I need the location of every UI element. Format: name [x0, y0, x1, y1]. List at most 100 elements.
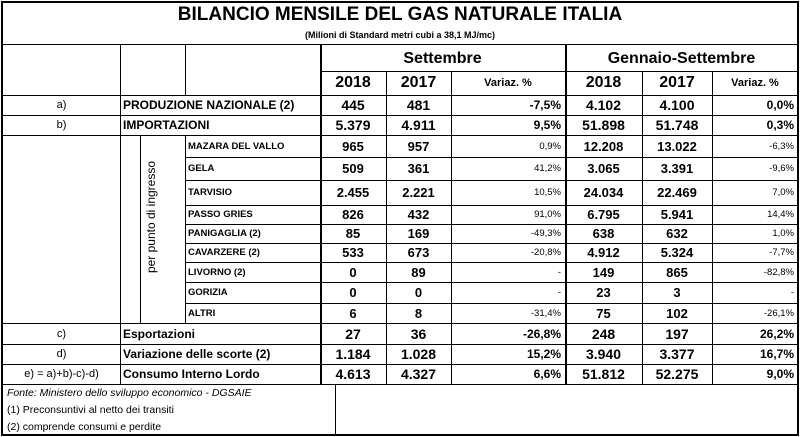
variation-value-ytd: -9,6% — [769, 163, 794, 174]
value-2018-ytd: 12.208 — [583, 138, 624, 154]
value-2017-ytd: 632 — [666, 226, 688, 241]
value-2017: 4.911 — [401, 117, 436, 133]
variation-value-ytd: 0,0% — [766, 98, 794, 112]
group-header-gennaio-settembre: Gennaio-Settembre — [607, 49, 756, 67]
row-code — [3, 135, 120, 157]
variation-value-ytd: 16,7% — [759, 347, 794, 361]
variation-value-ytd: -82,8% — [763, 266, 794, 278]
value-2018-ytd: 51.898 — [582, 117, 625, 133]
variation-value-ytd: -7,7% — [769, 247, 794, 258]
variation-value: 10,5% — [534, 187, 561, 198]
variation-value-ytd: 0,3% — [766, 118, 794, 132]
table-subtitle: (Milioni di Standard metri cubi a 38,1 M… — [304, 30, 496, 40]
row-label: CAVARZERE (2) — [188, 247, 260, 258]
value-2017: 673 — [407, 245, 430, 260]
row-code — [3, 303, 120, 323]
value-2017: 481 — [406, 97, 431, 113]
variation-value-ytd: 26,2% — [759, 326, 794, 341]
value-2018: 27 — [345, 325, 361, 342]
value-2018: 533 — [342, 245, 364, 260]
value-2017-ytd: 5.324 — [660, 245, 694, 260]
value-2018: 0 — [349, 264, 357, 280]
value-2017-ytd: 51.748 — [655, 117, 699, 133]
variation-value: - — [557, 266, 561, 278]
col-header-variation-ytd: Variaz. % — [731, 77, 779, 89]
value-2018: 85 — [345, 226, 361, 241]
row-label: GELA — [188, 163, 215, 174]
value-2017: 36 — [410, 325, 427, 342]
value-2018-ytd: 149 — [592, 264, 615, 280]
variation-value: - — [557, 287, 561, 298]
value-2017-ytd: 102 — [666, 305, 688, 321]
variation-value: 91,0% — [534, 209, 561, 220]
value-2017: 1.028 — [400, 346, 437, 362]
row-label: LIVORNO (2) — [188, 266, 246, 278]
variation-value: -26,8% — [522, 326, 561, 341]
value-2018-ytd: 75 — [596, 305, 611, 321]
row-code: a) — [56, 99, 67, 111]
value-2017: 4.327 — [400, 366, 437, 382]
value-2018-ytd: 51.812 — [582, 366, 625, 382]
value-2018: 0 — [349, 285, 357, 300]
row-code — [3, 224, 120, 243]
row-label: IMPORTAZIONI — [123, 118, 210, 132]
value-2017-ytd: 865 — [666, 264, 688, 280]
value-2017-ytd: 13.022 — [657, 138, 697, 154]
value-2018-ytd: 6.795 — [587, 207, 620, 222]
value-2018-ytd: 3.065 — [587, 161, 620, 176]
value-2018-ytd: 23 — [596, 285, 611, 300]
value-2017-ytd: 52.275 — [655, 366, 699, 382]
variation-value-ytd: - — [790, 287, 794, 298]
variation-value: 6,6% — [533, 367, 561, 381]
row-code — [3, 243, 120, 262]
row-label: GORIZIA — [188, 287, 228, 298]
row-code — [3, 262, 120, 282]
footnote: Fonte: Ministero dello sviluppo economic… — [7, 386, 252, 399]
value-2018: 1.184 — [335, 346, 371, 362]
value-2018: 2.455 — [336, 185, 370, 200]
col-header-variation: Variaz. % — [484, 77, 532, 89]
value-2018: 509 — [342, 161, 364, 176]
value-2017: 169 — [407, 226, 430, 241]
value-2017: 432 — [407, 207, 430, 222]
variation-value: -49,3% — [530, 228, 561, 239]
row-label: PANIGAGLIA (2) — [188, 228, 261, 239]
row-code: e) = a)+b)-c)-d) — [24, 368, 99, 380]
entry-point-side-label: per punto di ingresso — [144, 160, 158, 274]
variation-value-ytd: 7,0% — [772, 187, 794, 198]
value-2018: 4.613 — [335, 366, 371, 382]
row-code: d) — [56, 348, 67, 360]
variation-value: 9,5% — [533, 118, 561, 132]
col-header-2017: 2017 — [400, 74, 437, 91]
value-2017-ytd: 3.377 — [659, 346, 695, 362]
variation-value: -20,8% — [530, 247, 561, 258]
value-2018: 6 — [349, 305, 357, 321]
value-2018-ytd: 4.912 — [587, 245, 620, 260]
variation-value: -7,5% — [529, 98, 561, 112]
variation-value: 0,9% — [539, 140, 561, 152]
value-2018: 445 — [341, 97, 365, 113]
variation-value-ytd: -26,1% — [763, 307, 794, 319]
footnote: (2) comprende consumi e perdite — [7, 420, 162, 433]
variation-value-ytd: 9,0% — [766, 367, 794, 381]
row-label: Consumo Interno Lordo — [123, 367, 260, 381]
row-code — [3, 180, 120, 205]
value-2018-ytd: 638 — [592, 226, 615, 241]
row-label: PASSO GRIES — [188, 209, 253, 220]
value-2017: 89 — [411, 264, 426, 280]
value-2017-ytd: 3.391 — [660, 161, 694, 176]
variation-value: 41,2% — [534, 163, 561, 174]
value-2018: 826 — [342, 207, 364, 222]
row-label: ALTRI — [188, 307, 216, 319]
table-title: BILANCIO MENSILE DEL GAS NATURALE ITALIA — [177, 4, 623, 25]
value-2017-ytd: 197 — [665, 325, 689, 342]
row-label: MAZARA DEL VALLO — [188, 140, 285, 152]
row-code — [3, 205, 120, 224]
value-2017: 8 — [414, 305, 423, 321]
variation-value: 15,2% — [526, 347, 561, 361]
row-label: TARVISIO — [188, 187, 232, 198]
value-2017-ytd: 4.100 — [659, 97, 695, 113]
row-code: b) — [56, 119, 67, 131]
variation-value-ytd: -6,3% — [769, 140, 794, 152]
col-header-2018-ytd: 2018 — [585, 74, 622, 91]
